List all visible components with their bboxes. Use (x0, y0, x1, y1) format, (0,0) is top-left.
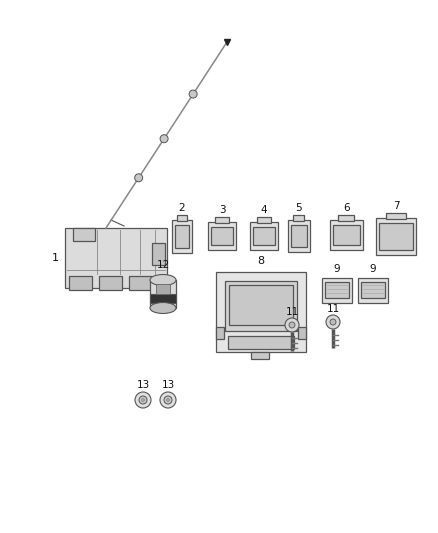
Circle shape (326, 315, 340, 329)
Text: 3: 3 (219, 205, 225, 215)
FancyBboxPatch shape (257, 217, 271, 223)
Circle shape (189, 90, 197, 98)
FancyBboxPatch shape (361, 282, 385, 298)
Text: 8: 8 (258, 256, 265, 266)
Text: 11: 11 (326, 304, 339, 314)
Text: 13: 13 (161, 380, 175, 390)
Circle shape (166, 399, 170, 401)
Circle shape (160, 135, 168, 143)
FancyBboxPatch shape (333, 225, 360, 245)
FancyBboxPatch shape (215, 217, 229, 223)
FancyBboxPatch shape (150, 294, 176, 303)
FancyBboxPatch shape (150, 280, 176, 308)
FancyBboxPatch shape (177, 215, 187, 221)
FancyBboxPatch shape (250, 222, 278, 250)
FancyBboxPatch shape (379, 223, 413, 250)
FancyBboxPatch shape (216, 272, 306, 352)
Ellipse shape (150, 303, 176, 313)
FancyBboxPatch shape (172, 220, 192, 253)
Text: 13: 13 (136, 380, 150, 390)
FancyBboxPatch shape (330, 220, 363, 250)
FancyBboxPatch shape (338, 215, 354, 221)
Text: 1: 1 (52, 253, 59, 263)
Circle shape (285, 318, 299, 332)
FancyBboxPatch shape (129, 276, 152, 290)
FancyBboxPatch shape (288, 220, 310, 252)
FancyBboxPatch shape (325, 282, 349, 298)
FancyBboxPatch shape (251, 352, 269, 359)
Ellipse shape (150, 274, 176, 286)
FancyBboxPatch shape (291, 225, 307, 247)
Text: 5: 5 (296, 203, 302, 213)
Text: 4: 4 (261, 205, 267, 215)
Circle shape (135, 392, 151, 408)
FancyBboxPatch shape (65, 228, 167, 288)
FancyBboxPatch shape (225, 281, 297, 331)
Text: 9: 9 (334, 264, 340, 274)
Circle shape (134, 174, 143, 182)
Text: 6: 6 (343, 203, 350, 213)
FancyBboxPatch shape (216, 327, 224, 339)
Circle shape (139, 396, 147, 404)
Circle shape (164, 396, 172, 404)
FancyBboxPatch shape (386, 213, 406, 219)
Circle shape (330, 319, 336, 325)
FancyBboxPatch shape (358, 278, 388, 303)
Text: 7: 7 (393, 201, 399, 211)
FancyBboxPatch shape (211, 227, 233, 245)
FancyBboxPatch shape (322, 278, 352, 303)
Circle shape (289, 322, 295, 328)
Text: 2: 2 (179, 203, 185, 213)
FancyBboxPatch shape (229, 285, 293, 325)
FancyBboxPatch shape (376, 218, 416, 255)
FancyBboxPatch shape (156, 284, 170, 294)
Circle shape (141, 399, 145, 401)
FancyBboxPatch shape (293, 215, 304, 221)
Circle shape (160, 392, 176, 408)
FancyBboxPatch shape (208, 222, 236, 250)
FancyBboxPatch shape (253, 227, 275, 245)
FancyBboxPatch shape (228, 336, 294, 349)
FancyBboxPatch shape (99, 276, 122, 290)
FancyBboxPatch shape (298, 327, 306, 339)
FancyBboxPatch shape (69, 276, 92, 290)
FancyBboxPatch shape (73, 228, 95, 241)
Text: 11: 11 (286, 307, 299, 317)
FancyBboxPatch shape (175, 225, 189, 248)
Text: 12: 12 (156, 260, 170, 270)
Text: 9: 9 (370, 264, 376, 274)
FancyBboxPatch shape (152, 243, 165, 265)
